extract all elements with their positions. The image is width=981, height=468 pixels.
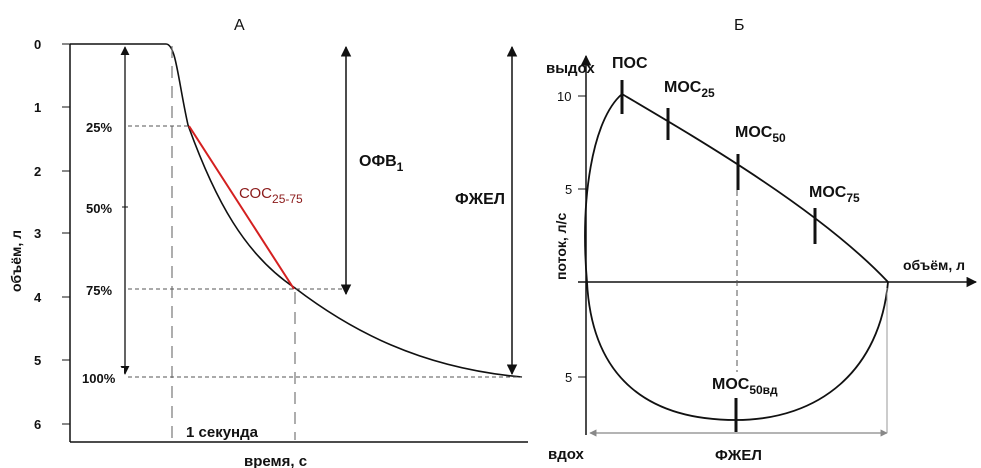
tick-5-top: 5	[565, 182, 572, 197]
soc-line	[188, 125, 295, 290]
pct-100-label: 100%	[82, 371, 116, 386]
panel-b-fzhel-label: ФЖЕЛ	[715, 447, 762, 464]
y-tick-5: 5	[34, 353, 41, 368]
panel-b-xlabel: объём, л	[903, 257, 965, 273]
mos75-label: МОС75	[809, 184, 860, 205]
y-tick-1: 1	[34, 100, 41, 115]
y-tick-6: 6	[34, 417, 41, 432]
pct-75-label: 75%	[86, 283, 112, 298]
tick-5-bottom: 5	[565, 370, 572, 385]
one-second-label: 1 секунда	[186, 424, 259, 441]
exhale-label: выдох	[546, 60, 595, 77]
panel-a-xlabel: время, с	[244, 453, 307, 468]
y-tick-3: 3	[34, 226, 41, 241]
ofv1-label: ОФВ1	[359, 153, 404, 174]
y-tick-4: 4	[34, 290, 42, 305]
soc-label: СОС25-75	[239, 185, 303, 206]
y-tick-2: 2	[34, 164, 41, 179]
inhale-label: вдох	[548, 446, 585, 463]
pct-50-label: 50%	[86, 201, 112, 216]
panel-b-title: Б	[734, 17, 745, 34]
panel-a-fzhel-label: ФЖЕЛ	[455, 191, 505, 208]
volume-time-curve	[70, 43, 523, 378]
mos50-label: МОС50	[735, 124, 786, 145]
y-tick-0: 0	[34, 37, 41, 52]
panel-a-title: А	[234, 17, 245, 34]
pos-label: ПОС	[612, 55, 648, 72]
panel-b-ylabel: поток, л/с	[553, 213, 569, 280]
panel-a-y-ticks: 0 1 2 3 4 5 6	[34, 37, 70, 432]
mos50vd-label: МОС50вд	[712, 376, 778, 397]
panel-b: Б 10 5 5 выдох вдох поток, л/с объём, л …	[546, 17, 978, 464]
tick-10: 10	[557, 89, 571, 104]
panel-a: А 0 1 2 3 4 5 6 объём, л время, с	[8, 17, 528, 468]
pct-25-label: 25%	[86, 120, 112, 135]
panel-a-ylabel: объём, л	[8, 230, 24, 292]
mos25-label: МОС25	[664, 79, 715, 100]
expiratory-curve	[584, 92, 889, 283]
